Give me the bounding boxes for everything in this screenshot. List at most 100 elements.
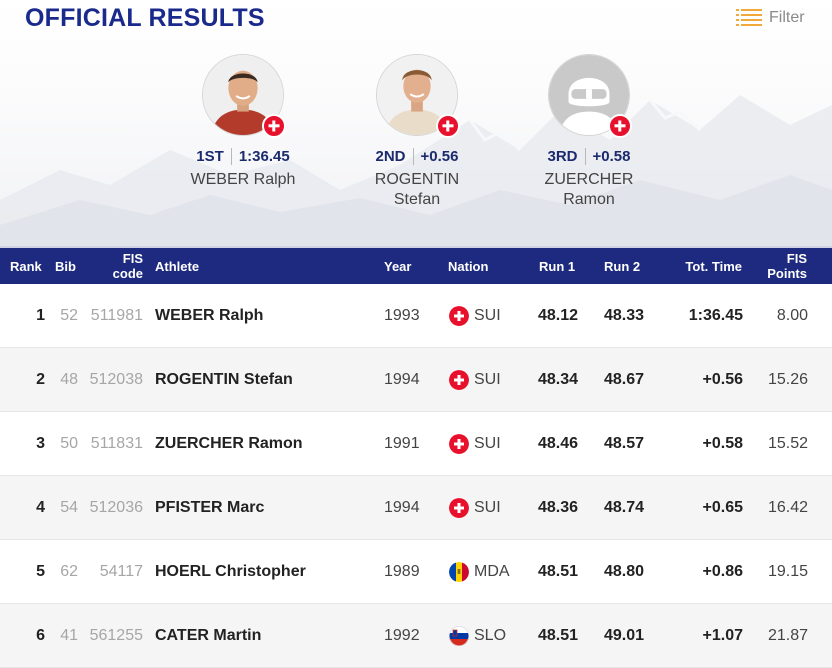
fis-points-cell: 21.87 bbox=[767, 627, 808, 644]
fis-points-cell: 15.26 bbox=[767, 371, 808, 388]
year-cell: 1993 bbox=[384, 307, 420, 324]
table-row[interactable]: 4 54 512036 PFISTER Marc 1994 SUI 48.36 … bbox=[0, 476, 832, 540]
rank-cell: 5 bbox=[36, 563, 45, 580]
header-line: Points bbox=[767, 266, 807, 281]
column-header-nation[interactable]: Nation bbox=[448, 258, 489, 274]
athlete-name-link[interactable]: ZUERCHER Ramon bbox=[155, 435, 303, 452]
slo-flag-icon bbox=[449, 626, 469, 646]
podium-second[interactable]: 2ND +0.56 ROGENTIN Stefan bbox=[342, 54, 492, 210]
column-header-year[interactable]: Year bbox=[384, 258, 412, 274]
year-cell: 1991 bbox=[384, 435, 420, 452]
athlete-name-link[interactable]: PFISTER Marc bbox=[155, 499, 265, 516]
table-row[interactable]: 3 50 511831 ZUERCHER Ramon 1991 SUI 48.4… bbox=[0, 412, 832, 476]
podium-athlete-name[interactable]: ROGENTIN Stefan bbox=[375, 170, 459, 210]
bib-cell: 52 bbox=[60, 307, 78, 324]
total-time-cell: 1:36.45 bbox=[688, 307, 743, 324]
run2-cell: 48.57 bbox=[604, 435, 645, 452]
athlete-name-link[interactable]: CATER Martin bbox=[155, 627, 262, 644]
rank-cell: 6 bbox=[36, 627, 45, 644]
filter-list-icon bbox=[736, 9, 762, 26]
table-row[interactable]: 1 52 511981 WEBER Ralph 1993 SUI 48.12 4… bbox=[0, 284, 832, 348]
fis-code-cell: 561255 bbox=[89, 627, 143, 644]
podium-gap: +0.56 bbox=[420, 147, 459, 165]
run1-cell: 48.36 bbox=[538, 499, 579, 516]
nation-cell: MDA bbox=[449, 540, 510, 604]
header-line: FIS bbox=[786, 251, 807, 266]
podium-place: 3RD bbox=[547, 147, 578, 165]
athlete-name-link[interactable]: WEBER Ralph bbox=[155, 307, 264, 324]
nation-code: SUI bbox=[474, 371, 501, 388]
table-row[interactable]: 2 48 512038 ROGENTIN Stefan 1994 SUI 48.… bbox=[0, 348, 832, 412]
table-row[interactable]: 5 62 54117 HOERL Christopher 1989 MDA 48… bbox=[0, 540, 832, 604]
athlete-name-link[interactable]: HOERL Christopher bbox=[155, 563, 306, 580]
rank-cell: 4 bbox=[36, 499, 45, 516]
column-header-run1[interactable]: Run 1 bbox=[539, 258, 576, 274]
fis-points-cell: 19.15 bbox=[767, 563, 808, 580]
total-time-cell: +0.65 bbox=[702, 499, 743, 516]
fis-code-cell: 512036 bbox=[89, 499, 143, 516]
avatar-wrapper bbox=[202, 54, 286, 138]
podium-third[interactable]: 3RD +0.58 ZUERCHER Ramon bbox=[514, 54, 664, 210]
header-line: code bbox=[112, 266, 143, 281]
fis-code-cell: 512038 bbox=[89, 371, 143, 388]
filter-button[interactable]: Filter bbox=[736, 7, 805, 29]
fis-code-cell: 54117 bbox=[99, 563, 143, 580]
athlete-photo bbox=[202, 54, 284, 136]
column-header-run2[interactable]: Run 2 bbox=[604, 258, 641, 274]
table-header: Rank Bib FIS code Athlete Year Nation Run… bbox=[0, 246, 832, 284]
podium-result-line: 3RD +0.58 bbox=[547, 145, 630, 167]
divider bbox=[584, 147, 586, 165]
total-time-cell: +0.56 bbox=[702, 371, 743, 388]
run1-cell: 48.51 bbox=[538, 627, 579, 644]
bib-cell: 48 bbox=[60, 371, 78, 388]
sui-flag-icon bbox=[608, 114, 632, 138]
podium-place: 2ND bbox=[375, 147, 406, 165]
podium-athlete-name[interactable]: WEBER Ralph bbox=[191, 170, 296, 190]
nation-cell: SUI bbox=[449, 348, 501, 412]
nation-code: SUI bbox=[474, 307, 501, 324]
bib-cell: 54 bbox=[60, 499, 78, 516]
nation-cell: SLO bbox=[449, 604, 506, 668]
bib-cell: 62 bbox=[60, 563, 78, 580]
run2-cell: 48.33 bbox=[604, 307, 645, 324]
total-time-cell: +1.07 bbox=[702, 627, 743, 644]
table-row[interactable]: 6 41 561255 CATER Martin 1992 SLO 48.51 … bbox=[0, 604, 832, 668]
column-header-tot-time[interactable]: Tot. Time bbox=[685, 258, 742, 274]
rank-cell: 1 bbox=[36, 307, 45, 324]
divider bbox=[412, 147, 414, 165]
nation-code: SUI bbox=[474, 499, 501, 516]
run2-cell: 48.80 bbox=[604, 563, 645, 580]
run2-cell: 48.74 bbox=[604, 499, 645, 516]
column-header-bib[interactable]: Bib bbox=[55, 258, 76, 274]
podium-result-line: 1ST 1:36.45 bbox=[196, 145, 290, 167]
year-cell: 1994 bbox=[384, 371, 420, 388]
fis-code-cell: 511981 bbox=[90, 307, 143, 324]
podium-time: 1:36.45 bbox=[238, 147, 290, 165]
nation-cell: SUI bbox=[449, 284, 501, 348]
column-header-athlete[interactable]: Athlete bbox=[155, 258, 200, 274]
podium-result-line: 2ND +0.56 bbox=[375, 145, 459, 167]
podium-name-line: ROGENTIN bbox=[374, 171, 460, 188]
column-header-fis-points[interactable]: FIS Points bbox=[750, 248, 807, 284]
total-time-cell: +0.86 bbox=[702, 563, 743, 580]
rank-cell: 2 bbox=[36, 371, 45, 388]
sui-flag-icon bbox=[436, 114, 460, 138]
run1-cell: 48.51 bbox=[538, 563, 579, 580]
page-title: OFFICIAL RESULTS bbox=[25, 4, 265, 32]
avatar-wrapper bbox=[376, 54, 460, 138]
sui-flag-icon bbox=[449, 370, 469, 390]
podium-athlete-name[interactable]: ZUERCHER Ramon bbox=[545, 170, 634, 210]
year-cell: 1994 bbox=[384, 499, 420, 516]
athlete-name-link[interactable]: ROGENTIN Stefan bbox=[155, 371, 293, 388]
podium-place: 1ST bbox=[196, 147, 224, 165]
fis-points-cell: 16.42 bbox=[767, 499, 808, 516]
podium-first[interactable]: 1ST 1:36.45 WEBER Ralph bbox=[168, 54, 318, 190]
sui-flag-icon bbox=[262, 114, 286, 138]
sui-flag-icon bbox=[449, 498, 469, 518]
nation-code: SLO bbox=[474, 627, 507, 644]
column-header-fis-code[interactable]: FIS code bbox=[96, 248, 143, 284]
run1-cell: 48.46 bbox=[538, 435, 579, 452]
results-hero: OFFICIAL RESULTS Filter 1S bbox=[0, 0, 832, 246]
sui-flag-icon bbox=[449, 434, 469, 454]
column-header-rank[interactable]: Rank bbox=[10, 258, 42, 274]
